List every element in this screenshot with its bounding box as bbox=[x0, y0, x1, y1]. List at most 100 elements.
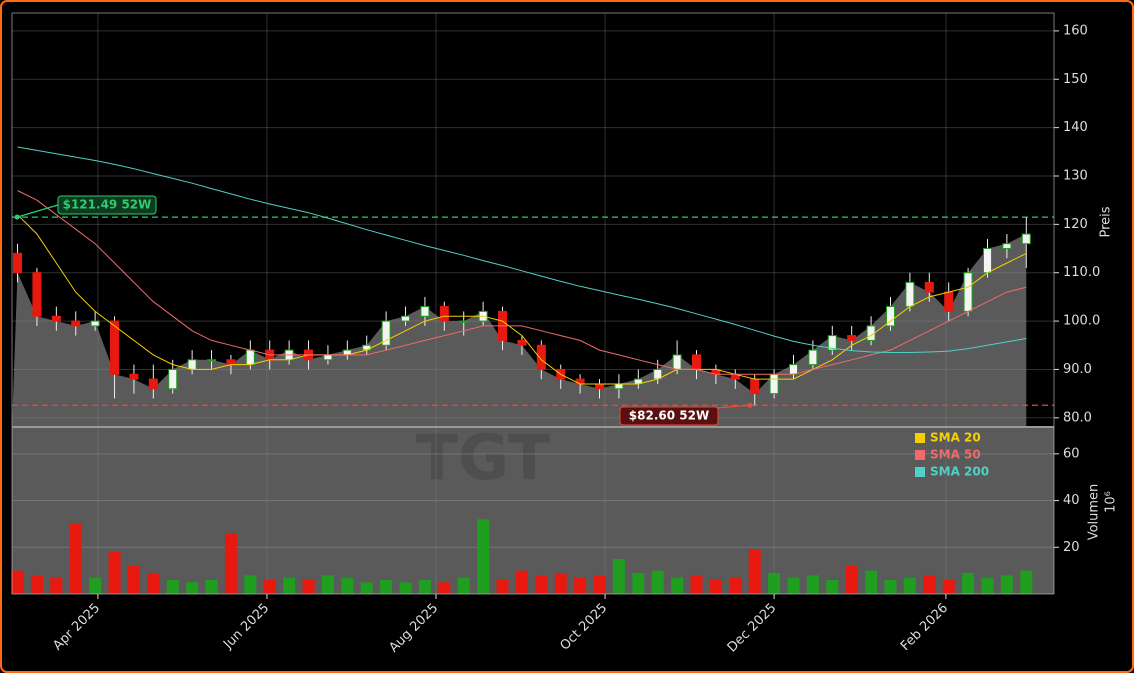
candle-body bbox=[517, 339, 527, 346]
volume-bar bbox=[768, 572, 781, 594]
annotation-label: $82.60 52W bbox=[629, 409, 709, 423]
volume-bar bbox=[205, 579, 218, 594]
candle-body bbox=[187, 359, 197, 370]
y-tick-label: 40 bbox=[1063, 493, 1080, 508]
candle-body bbox=[459, 320, 469, 323]
candle-body bbox=[245, 349, 255, 366]
candle-body bbox=[401, 315, 411, 322]
volume-bar bbox=[593, 575, 606, 594]
volume-bar bbox=[457, 577, 470, 594]
candle-body bbox=[381, 320, 391, 346]
volume-bar bbox=[962, 572, 975, 594]
candle-body bbox=[692, 354, 702, 370]
volume-bar bbox=[89, 577, 102, 594]
sma-line bbox=[17, 146, 1027, 353]
annotation-box bbox=[619, 406, 719, 426]
candle-body bbox=[905, 281, 915, 308]
volume-bar bbox=[50, 577, 63, 594]
candle-body bbox=[808, 349, 818, 366]
legend-label: SMA 200 bbox=[930, 465, 989, 479]
volume-bar bbox=[884, 579, 897, 594]
candle-body bbox=[982, 248, 992, 274]
candle-body bbox=[672, 354, 682, 370]
volume-bar bbox=[632, 572, 645, 594]
y-tick-label: 90.0 bbox=[1063, 362, 1092, 377]
candle-body bbox=[885, 306, 895, 327]
volume-bar bbox=[360, 582, 373, 594]
annotation-arrowhead bbox=[747, 402, 753, 408]
watermark: TGT bbox=[416, 421, 550, 494]
y-tick-label: 140 bbox=[1063, 120, 1088, 135]
volume-bar bbox=[224, 533, 237, 594]
candle-body bbox=[536, 344, 546, 370]
candle-body bbox=[129, 373, 139, 380]
volume-bar bbox=[903, 577, 916, 594]
legend-swatch bbox=[915, 467, 925, 477]
volume-bar bbox=[263, 579, 276, 594]
volume-bar bbox=[321, 575, 334, 594]
volume-bar bbox=[981, 577, 994, 594]
sma-line bbox=[17, 190, 1027, 375]
y-tick-label: 160 bbox=[1063, 23, 1088, 38]
y-tick-label: 150 bbox=[1063, 72, 1088, 87]
candle-body bbox=[51, 315, 61, 322]
annotation-label: $121.49 52W bbox=[63, 198, 152, 212]
y-axis-label: Preis bbox=[1099, 206, 1114, 237]
volume-bar bbox=[515, 570, 528, 594]
sma-line bbox=[17, 214, 1027, 385]
volume-bar bbox=[186, 582, 199, 594]
volume-bar bbox=[166, 579, 179, 594]
candle-body bbox=[13, 252, 23, 274]
volume-bar bbox=[30, 575, 43, 594]
volume-bar bbox=[147, 572, 160, 594]
candle-body bbox=[769, 373, 779, 395]
candle-body bbox=[575, 378, 585, 385]
volume-bar bbox=[574, 577, 587, 594]
legend-label: SMA 50 bbox=[930, 448, 981, 462]
y-tick-label: 80.0 bbox=[1063, 410, 1092, 425]
annotation-arrow bbox=[16, 204, 59, 218]
candle-body bbox=[827, 335, 837, 351]
y-tick-label: 130 bbox=[1063, 168, 1088, 183]
volume-bar bbox=[748, 549, 761, 594]
legend-label: SMA 20 bbox=[930, 431, 981, 445]
volume-bar bbox=[787, 577, 800, 594]
candle-body bbox=[362, 344, 372, 351]
candle-body bbox=[750, 378, 760, 395]
candle-body bbox=[207, 359, 217, 362]
legend-swatch bbox=[915, 450, 925, 460]
volume-bar bbox=[438, 582, 451, 594]
volume-panel bbox=[12, 427, 1054, 594]
volume-bar bbox=[283, 577, 296, 594]
candle-body bbox=[595, 383, 605, 390]
volume-bar bbox=[477, 519, 490, 594]
y-tick-label: 20 bbox=[1063, 540, 1080, 555]
candle-body bbox=[924, 281, 934, 293]
volume-bar bbox=[69, 523, 82, 594]
volume-bar bbox=[554, 572, 567, 594]
candle-body bbox=[226, 359, 236, 366]
volume-unit: 10⁶ bbox=[1104, 491, 1119, 513]
volume-bar bbox=[651, 570, 664, 594]
y-tick-label: 60 bbox=[1063, 446, 1080, 461]
y-tick-label: 120 bbox=[1063, 217, 1088, 232]
volume-bar bbox=[865, 570, 878, 594]
volume-bar bbox=[671, 577, 684, 594]
candle-body bbox=[1021, 233, 1031, 245]
candle-body bbox=[420, 306, 430, 317]
candle-body bbox=[148, 378, 158, 390]
volume-bar bbox=[942, 579, 955, 594]
volume-bar bbox=[806, 575, 819, 594]
y-tick-label: 100.0 bbox=[1063, 314, 1100, 329]
volume-bar bbox=[380, 579, 393, 594]
candle-body bbox=[90, 320, 100, 327]
volume-bar bbox=[1020, 570, 1033, 594]
y-tick-label: 110.0 bbox=[1063, 265, 1100, 280]
volume-bar bbox=[729, 577, 742, 594]
volume-bar bbox=[244, 575, 257, 594]
volume-axis-label: Volumen bbox=[1087, 484, 1102, 541]
candle-body bbox=[71, 320, 81, 327]
panel-border bbox=[11, 12, 1055, 595]
